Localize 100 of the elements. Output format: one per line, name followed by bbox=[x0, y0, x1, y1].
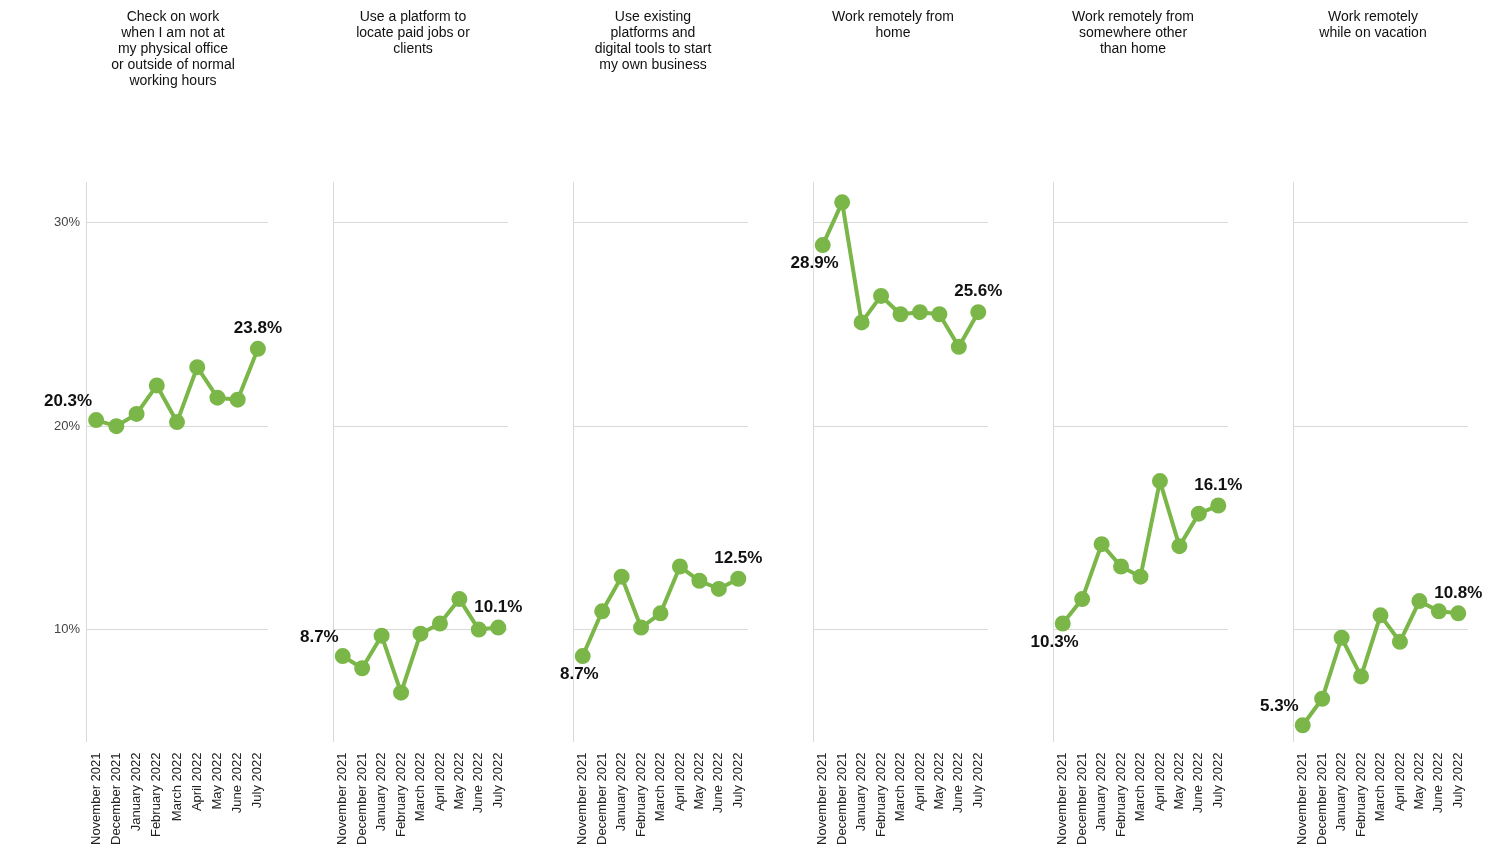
chart-title: Work remotely from home bbox=[831, 8, 955, 42]
x-tick-label: May 2022 bbox=[450, 752, 466, 810]
point bbox=[1054, 615, 1071, 632]
x-tick-label: November 2021 bbox=[814, 752, 830, 845]
point bbox=[574, 648, 591, 665]
data-label: 10.8% bbox=[1434, 582, 1483, 602]
point bbox=[873, 287, 890, 304]
point bbox=[594, 603, 611, 620]
point bbox=[1450, 605, 1467, 622]
x-tick-label: June 2022 bbox=[229, 752, 245, 814]
point bbox=[814, 237, 831, 254]
x-tick-label: March 2022 bbox=[652, 752, 668, 822]
x-tick-label: January 2022 bbox=[1093, 752, 1109, 832]
x-tick-label: February 2022 bbox=[148, 752, 164, 838]
x-tick-label: January 2022 bbox=[853, 752, 869, 832]
point bbox=[911, 304, 928, 321]
x-tick-label: December 2021 bbox=[353, 752, 369, 845]
x-tick-label: March 2022 bbox=[1372, 752, 1388, 822]
x-tick-label: April 2022 bbox=[431, 752, 447, 812]
data-label: 10.3% bbox=[1030, 631, 1079, 651]
x-tick-label: January 2022 bbox=[128, 752, 144, 832]
x-tick-label: February 2022 bbox=[392, 752, 408, 838]
x-tick-label: November 2021 bbox=[87, 752, 103, 845]
point bbox=[671, 558, 688, 575]
point bbox=[1391, 633, 1408, 650]
x-tick-label: June 2022 bbox=[1430, 752, 1446, 814]
point bbox=[249, 340, 266, 357]
point bbox=[1353, 668, 1370, 685]
point bbox=[373, 627, 390, 644]
x-tick-label: July 2022 bbox=[1209, 752, 1225, 809]
point bbox=[128, 405, 145, 422]
x-tick-label: January 2022 bbox=[1333, 752, 1349, 832]
data-label: 10.1% bbox=[474, 596, 523, 616]
x-tick-label: February 2022 bbox=[1352, 752, 1368, 838]
x-tick-label: July 2022 bbox=[969, 752, 985, 809]
chart-title: Work remotely from somewhere other than home bbox=[1071, 8, 1195, 58]
x-tick-label: April 2022 bbox=[1391, 752, 1407, 812]
data-label: 8.7% bbox=[299, 627, 339, 647]
data-label: 8.7% bbox=[559, 664, 599, 684]
point bbox=[209, 389, 226, 406]
x-tick-label: February 2022 bbox=[872, 752, 888, 838]
x-tick-label: March 2022 bbox=[412, 752, 428, 822]
x-tick-label: May 2022 bbox=[930, 752, 946, 810]
point bbox=[108, 418, 125, 435]
y-tick-label: 10% bbox=[53, 621, 81, 637]
point bbox=[931, 306, 948, 323]
x-tick-label: June 2022 bbox=[710, 752, 726, 814]
data-label: 28.9% bbox=[790, 253, 839, 273]
y-tick-label: 20% bbox=[53, 417, 81, 433]
x-tick-label: December 2021 bbox=[1313, 752, 1329, 845]
point bbox=[1411, 593, 1428, 610]
x-tick-label: November 2021 bbox=[574, 752, 590, 845]
x-tick-label: July 2022 bbox=[729, 752, 745, 809]
x-tick-label: March 2022 bbox=[892, 752, 908, 822]
x-tick-label: June 2022 bbox=[470, 752, 486, 814]
point bbox=[834, 194, 851, 211]
x-tick-label: January 2022 bbox=[373, 752, 389, 832]
point bbox=[148, 377, 165, 394]
data-label: 20.3% bbox=[43, 391, 93, 411]
point bbox=[1151, 473, 1168, 490]
point bbox=[613, 568, 630, 585]
data-label: 16.1% bbox=[1194, 474, 1243, 494]
point bbox=[970, 304, 987, 321]
point bbox=[1074, 591, 1091, 608]
x-tick-label: April 2022 bbox=[911, 752, 927, 812]
point bbox=[189, 359, 206, 376]
point bbox=[169, 414, 186, 431]
point bbox=[354, 660, 371, 677]
x-tick-label: May 2022 bbox=[690, 752, 706, 810]
x-tick-label: June 2022 bbox=[950, 752, 966, 814]
point bbox=[1190, 505, 1207, 522]
point bbox=[1372, 607, 1389, 624]
point bbox=[950, 338, 967, 355]
chart-title: Use existing platforms and digital tools to start my own business bbox=[593, 8, 713, 74]
x-tick-label: May 2022 bbox=[1170, 752, 1186, 810]
data-label: 5.3% bbox=[1259, 696, 1299, 716]
x-tick-label: January 2022 bbox=[613, 752, 629, 832]
x-tick-label: July 2022 bbox=[249, 752, 265, 809]
x-tick-label: November 2021 bbox=[1054, 752, 1070, 845]
point bbox=[892, 306, 909, 323]
point bbox=[652, 605, 669, 622]
x-tick-label: April 2022 bbox=[1151, 752, 1167, 812]
point bbox=[88, 412, 105, 429]
chart-title: Use a platform to locate paid jobs or clients bbox=[355, 8, 471, 58]
point bbox=[1093, 536, 1110, 553]
point bbox=[691, 572, 708, 589]
x-tick-label: February 2022 bbox=[632, 752, 648, 838]
x-tick-label: June 2022 bbox=[1190, 752, 1206, 814]
x-tick-label: July 2022 bbox=[489, 752, 505, 809]
point bbox=[633, 619, 650, 636]
point bbox=[1171, 538, 1188, 555]
point bbox=[393, 684, 410, 701]
point bbox=[229, 391, 246, 408]
x-tick-label: December 2021 bbox=[593, 752, 609, 845]
x-tick-label: December 2021 bbox=[833, 752, 849, 845]
x-tick-label: April 2022 bbox=[671, 752, 687, 812]
point bbox=[334, 648, 351, 665]
x-tick-label: May 2022 bbox=[1410, 752, 1426, 810]
x-tick-label: March 2022 bbox=[1132, 752, 1148, 822]
x-tick-label: May 2022 bbox=[209, 752, 225, 810]
